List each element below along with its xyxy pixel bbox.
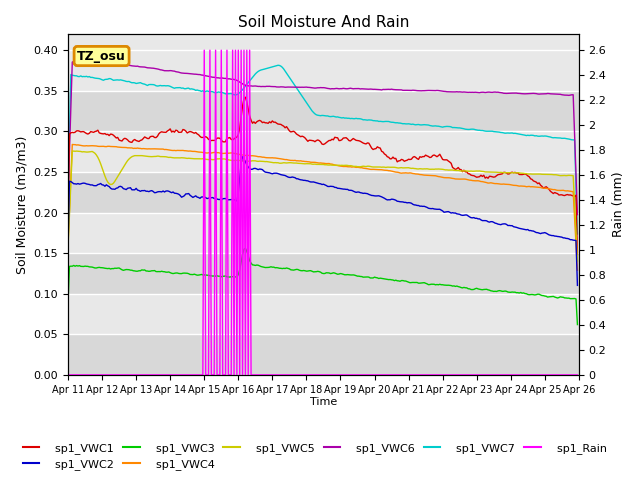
Legend:   sp1_VWC1,   sp1_VWC2,   sp1_VWC3,   sp1_VWC4,   sp1_VWC5,   sp1_VWC6,   sp1_VW: sp1_VWC1, sp1_VWC2, sp1_VWC3, sp1_VWC4, … [19, 438, 611, 474]
sp1_VWC5 [73, 148, 81, 154]
sp1_VWC6 [289, 84, 296, 90]
sp1_Rain [218, 48, 225, 53]
sp1_Rain [64, 372, 72, 378]
Line: sp1_VWC7: sp1_VWC7 [68, 65, 577, 234]
sp1_VWC7 [547, 134, 554, 140]
sp1_Rain [200, 48, 208, 53]
Bar [68, 294, 579, 334]
sp1_VWC7 [216, 89, 224, 95]
sp1_VWC3 [233, 275, 241, 280]
sp1_VWC3 [64, 300, 72, 305]
sp1_VWC2 [547, 232, 554, 238]
sp1_VWC7 [127, 79, 134, 85]
Bar [68, 91, 579, 132]
sp1_VWC4 [243, 153, 251, 158]
Y-axis label: Soil Moisture (m3/m3): Soil Moisture (m3/m3) [15, 135, 28, 274]
sp1_VWC6 [573, 212, 581, 217]
sp1_VWC5 [234, 157, 242, 163]
Line: sp1_VWC5: sp1_VWC5 [68, 151, 577, 261]
Bar [68, 213, 579, 253]
sp1_VWC6 [218, 75, 225, 81]
Line: sp1_VWC2: sp1_VWC2 [68, 157, 577, 285]
sp1_VWC4 [64, 240, 72, 246]
sp1_VWC5 [218, 156, 225, 162]
sp1_VWC5 [573, 258, 581, 264]
sp1_VWC4 [573, 267, 581, 273]
sp1_VWC5 [289, 160, 296, 166]
sp1_VWC6 [64, 194, 72, 200]
sp1_VWC7 [64, 192, 72, 197]
Line: sp1_Rain: sp1_Rain [68, 50, 577, 375]
sp1_VWC6 [234, 78, 242, 84]
sp1_VWC3 [289, 267, 296, 273]
sp1_VWC4 [234, 151, 242, 157]
sp1_VWC1 [547, 189, 554, 194]
sp1_VWC4 [128, 145, 136, 151]
Line: sp1_VWC6: sp1_VWC6 [68, 59, 577, 215]
sp1_VWC1 [233, 134, 241, 140]
sp1_VWC5 [64, 244, 72, 250]
sp1_VWC1 [64, 212, 72, 217]
sp1_Rain [547, 372, 554, 378]
Line: sp1_VWC1: sp1_VWC1 [68, 97, 577, 254]
sp1_VWC6 [80, 56, 88, 61]
sp1_VWC2 [239, 154, 246, 160]
sp1_VWC3 [573, 322, 581, 327]
sp1_VWC3 [547, 294, 554, 300]
sp1_Rain [289, 372, 296, 378]
Title: Soil Moisture And Rain: Soil Moisture And Rain [237, 15, 409, 30]
sp1_VWC4 [218, 150, 225, 156]
sp1_VWC2 [216, 197, 224, 203]
Line: sp1_VWC4: sp1_VWC4 [68, 144, 577, 270]
sp1_VWC2 [243, 162, 251, 168]
sp1_VWC3 [127, 267, 134, 273]
sp1_VWC3 [243, 249, 251, 254]
sp1_Rain [243, 48, 251, 53]
sp1_VWC6 [243, 83, 251, 88]
sp1_VWC5 [547, 172, 554, 178]
Bar [68, 132, 579, 172]
sp1_VWC6 [128, 63, 136, 69]
sp1_VWC7 [274, 62, 282, 68]
sp1_VWC2 [127, 185, 134, 191]
Text: TZ_osu: TZ_osu [77, 49, 126, 62]
sp1_VWC5 [128, 154, 136, 159]
sp1_VWC2 [64, 243, 72, 249]
sp1_VWC7 [241, 83, 249, 89]
sp1_VWC1 [216, 135, 224, 141]
sp1_VWC2 [573, 282, 581, 288]
sp1_VWC4 [547, 186, 554, 192]
Bar [68, 172, 579, 213]
Bar [68, 253, 579, 294]
sp1_VWC4 [289, 157, 296, 163]
sp1_VWC7 [289, 79, 296, 84]
sp1_VWC7 [573, 231, 581, 237]
sp1_VWC1 [573, 252, 581, 257]
Line: sp1_VWC3: sp1_VWC3 [68, 248, 577, 324]
sp1_VWC7 [233, 92, 241, 97]
sp1_VWC4 [68, 142, 76, 147]
Bar [68, 50, 579, 91]
sp1_Rain [573, 372, 581, 378]
sp1_Rain [234, 48, 242, 53]
sp1_VWC1 [243, 99, 251, 105]
Y-axis label: Rain (mm): Rain (mm) [612, 172, 625, 237]
sp1_VWC6 [547, 91, 554, 96]
sp1_VWC1 [241, 94, 249, 100]
sp1_VWC2 [233, 198, 241, 204]
sp1_VWC5 [243, 158, 251, 164]
sp1_VWC1 [127, 139, 134, 145]
X-axis label: Time: Time [310, 397, 337, 408]
sp1_VWC3 [241, 245, 249, 251]
sp1_VWC1 [289, 129, 296, 134]
sp1_Rain [127, 372, 134, 378]
sp1_VWC3 [216, 273, 224, 279]
Bar [68, 334, 579, 375]
sp1_VWC2 [289, 174, 296, 180]
